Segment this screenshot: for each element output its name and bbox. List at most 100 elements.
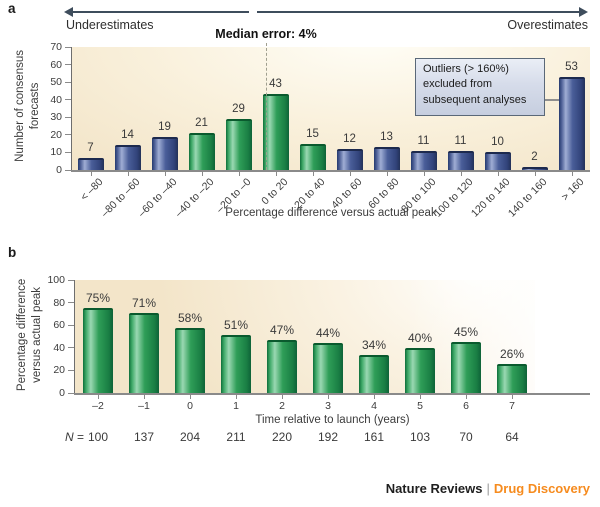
bar <box>484 152 511 170</box>
bar <box>221 335 251 393</box>
x-tick-label: 6 <box>463 400 469 412</box>
y-tick-label: 60 <box>50 58 62 71</box>
x-tick-mark <box>238 172 240 176</box>
y-tick-label: 20 <box>53 364 65 377</box>
callout-line2: excluded from <box>423 78 493 91</box>
x-tick-mark <box>420 395 421 399</box>
x-tick-mark <box>127 172 129 176</box>
n-value: 161 <box>363 430 385 444</box>
panel-a-letter: a <box>8 1 16 16</box>
x-tick-mark <box>534 172 536 176</box>
bar <box>359 354 389 393</box>
panel-a-x-axis-line <box>71 170 590 172</box>
y-tick-label: 50 <box>50 76 62 89</box>
n-value: 64 <box>505 430 519 444</box>
x-tick-mark <box>90 172 92 176</box>
journal-footer: Nature Reviews | Drug Discovery <box>386 481 590 496</box>
n-value: 220 <box>271 430 293 444</box>
median-dashed-line <box>266 43 267 170</box>
bar <box>447 150 474 170</box>
bar-percent-label: 45% <box>453 325 479 340</box>
underestimates-label: Underestimates <box>66 18 154 32</box>
bar-percent-label: 47% <box>269 322 295 337</box>
bar <box>313 343 343 393</box>
x-tick-mark <box>497 172 499 176</box>
x-tick-mark <box>328 395 329 399</box>
median-error-annotation: Median error: 4% <box>215 27 317 41</box>
bar-value-label: 53 <box>565 60 578 73</box>
y-tick-mark <box>65 116 71 118</box>
x-tick-mark <box>423 172 425 176</box>
panel-b-y-axis-title-line1: Percentage difference <box>16 278 29 392</box>
bar-value-label: 2 <box>531 150 538 163</box>
bar-percent-label: 26% <box>499 346 525 361</box>
y-tick-mark <box>65 134 71 136</box>
y-tick-mark <box>65 46 71 48</box>
callout-connector-line <box>545 99 563 101</box>
bar <box>77 157 104 170</box>
bar-value-label: 29 <box>232 103 245 115</box>
y-tick-label: 100 <box>47 274 65 286</box>
bar <box>451 342 481 393</box>
x-tick-label: 5 <box>417 400 423 412</box>
bar-value-label: 43 <box>269 78 282 91</box>
right-arrowhead-icon <box>579 7 588 17</box>
y-tick-label: 0 <box>56 164 62 176</box>
bar-percent-label: 34% <box>361 337 387 352</box>
y-tick-label: 60 <box>53 319 65 332</box>
x-tick-mark <box>512 395 513 399</box>
callout-line3: subsequent analyses <box>423 93 527 106</box>
bar <box>558 76 585 170</box>
bar-percent-label: 40% <box>407 330 433 345</box>
x-tick-mark <box>144 395 145 399</box>
y-tick-label: 70 <box>50 41 62 53</box>
x-tick-mark <box>466 395 467 399</box>
bar <box>521 166 548 170</box>
panel-a-y-axis-title: Number of consensus forecasts <box>13 31 43 181</box>
bar <box>225 119 252 170</box>
n-value: 103 <box>409 430 431 444</box>
x-tick-mark <box>236 395 237 399</box>
bar-value-label: 10 <box>491 136 504 149</box>
y-tick-label: 20 <box>50 128 62 141</box>
x-tick-label: 2 <box>279 400 285 412</box>
panel-a-y-axis-title-line1: Number of consensus <box>14 50 27 162</box>
bar-percent-label: 71% <box>131 295 157 310</box>
bar-value-label: 13 <box>380 131 393 144</box>
bar <box>151 136 178 170</box>
x-tick-label: 0 <box>187 400 193 412</box>
x-tick-mark <box>201 172 203 176</box>
bar-percent-label: 51% <box>223 318 249 333</box>
panel-b-x-axis-line <box>74 393 590 395</box>
panel-a-y-axis-line <box>71 47 72 170</box>
y-tick-mark <box>65 169 71 171</box>
bar <box>410 150 437 170</box>
overestimates-label: Overestimates <box>507 18 588 32</box>
bar-value-label: 7 <box>87 141 94 154</box>
bar-value-label: 21 <box>195 117 208 130</box>
y-tick-mark <box>65 99 71 101</box>
bar-percent-label: 58% <box>177 310 203 325</box>
outliers-callout-box: Outliers (> 160%) excluded from subseque… <box>415 58 545 116</box>
x-tick-mark <box>275 172 277 176</box>
bar <box>336 148 363 170</box>
bar <box>129 312 159 393</box>
x-tick-label: 1 <box>233 400 239 412</box>
x-tick-label: 4 <box>371 400 377 412</box>
y-tick-label: 80 <box>53 296 65 309</box>
equals-sign: = <box>76 430 84 444</box>
bar-value-label: 11 <box>454 134 467 147</box>
bar <box>299 143 326 170</box>
y-tick-mark <box>68 324 74 326</box>
x-tick-mark <box>571 172 573 176</box>
x-tick-mark <box>190 395 191 399</box>
bar <box>175 327 205 393</box>
y-tick-mark <box>68 279 74 281</box>
n-value: 70 <box>459 430 473 444</box>
n-value: 211 <box>226 430 246 444</box>
footer-separator: | <box>486 481 490 496</box>
y-tick-label: 10 <box>50 146 62 159</box>
y-tick-mark <box>65 64 71 66</box>
bar <box>405 347 435 393</box>
